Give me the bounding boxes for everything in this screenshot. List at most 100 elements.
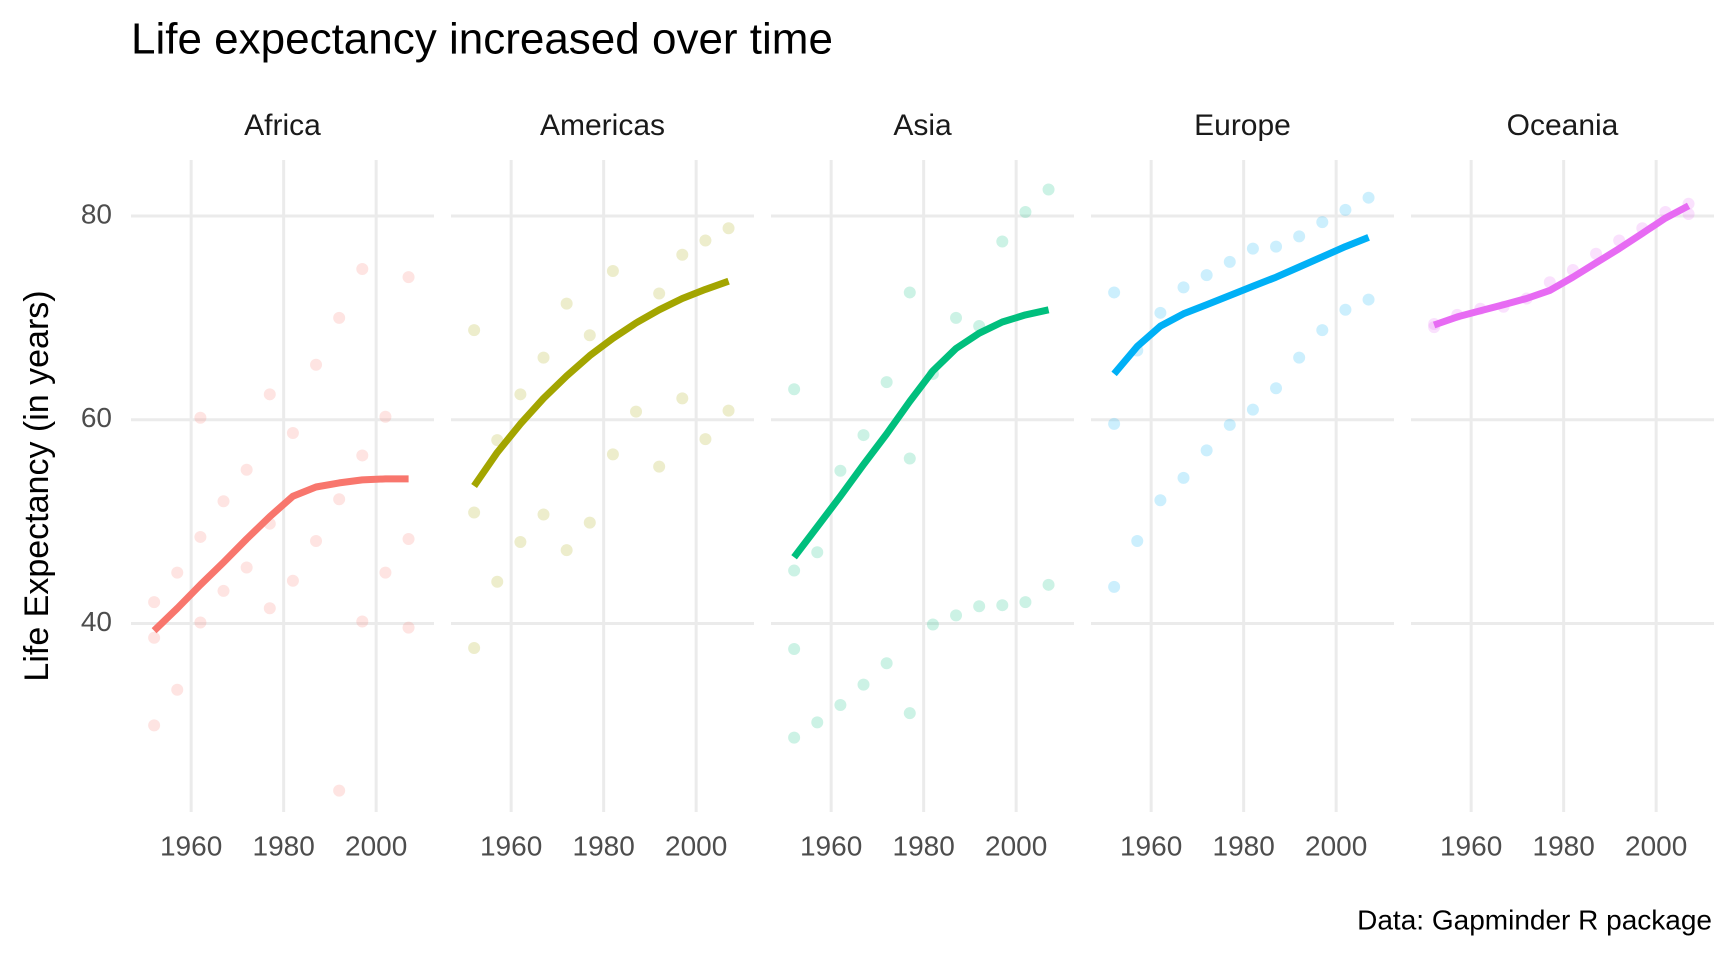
point [217, 495, 230, 508]
y-tick-label: 40 [81, 606, 112, 637]
point [379, 410, 392, 423]
point [1590, 247, 1603, 260]
point [880, 657, 893, 670]
caption: Data: Gapminder R package [1357, 904, 1712, 935]
point [606, 448, 619, 461]
point [996, 235, 1009, 248]
point [1339, 203, 1352, 216]
point [1246, 403, 1259, 416]
point [1108, 580, 1121, 593]
facet-label: Americas [540, 109, 665, 142]
x-tick-label: 1980 [1213, 830, 1275, 861]
point [263, 602, 276, 615]
point [1362, 293, 1375, 306]
point [402, 621, 415, 634]
point [514, 536, 527, 549]
x-tick-label: 1980 [573, 830, 635, 861]
point [973, 600, 986, 613]
x-tick-label: 1960 [800, 830, 862, 861]
point [171, 566, 184, 579]
point [402, 271, 415, 284]
point [834, 699, 847, 712]
point [676, 248, 689, 261]
point [1200, 269, 1213, 282]
point [194, 411, 207, 424]
point [903, 707, 916, 720]
y-axis-label: Life Expectancy (in years) [18, 290, 56, 681]
point [950, 609, 963, 622]
point [1293, 351, 1306, 364]
point [217, 584, 230, 597]
point [811, 716, 824, 729]
point [1316, 216, 1329, 229]
point [1223, 418, 1236, 431]
point [356, 449, 369, 462]
point [1200, 444, 1213, 457]
point [491, 434, 504, 447]
point [310, 358, 323, 371]
point [1154, 306, 1167, 319]
point [857, 678, 870, 691]
point [926, 618, 939, 631]
facet-label: Europe [1194, 109, 1291, 142]
point [880, 376, 893, 389]
facet-label: Oceania [1507, 109, 1619, 142]
point [468, 506, 481, 519]
trend-line [1111, 234, 1370, 377]
point [194, 530, 207, 543]
point [356, 263, 369, 276]
point [560, 544, 573, 557]
point [310, 535, 323, 548]
point [903, 286, 916, 299]
point [286, 574, 299, 587]
x-tick-label: 1960 [1120, 830, 1182, 861]
x-tick-label: 1960 [1440, 830, 1502, 861]
x-tick-label: 2000 [665, 830, 727, 861]
point [286, 427, 299, 440]
trend-line [151, 475, 409, 634]
point [1177, 281, 1190, 294]
point [240, 561, 253, 574]
point [333, 493, 346, 506]
point [903, 452, 916, 465]
trend-line [791, 306, 1050, 560]
x-tick-label: 1980 [1533, 830, 1595, 861]
x-tick-label: 2000 [345, 830, 407, 861]
point [811, 546, 824, 559]
point [1019, 596, 1032, 609]
point [468, 324, 481, 337]
point [240, 463, 253, 476]
point [171, 683, 184, 696]
point [606, 265, 619, 278]
point [1042, 578, 1055, 591]
x-tick-label: 2000 [985, 830, 1047, 861]
x-tick-label: 2000 [1305, 830, 1367, 861]
point [1270, 240, 1283, 253]
point [653, 287, 666, 300]
point [699, 433, 712, 446]
point [1223, 255, 1236, 268]
x-tick-label: 1980 [253, 830, 315, 861]
y-tick-label: 60 [81, 402, 112, 433]
point [148, 719, 161, 732]
point [333, 311, 346, 324]
point [537, 508, 550, 521]
x-tick-label: 1980 [893, 830, 955, 861]
trend-line [471, 277, 730, 488]
trend-line [1432, 202, 1691, 329]
point [491, 575, 504, 588]
point [1293, 230, 1306, 243]
point [583, 329, 596, 342]
point [653, 460, 666, 473]
point [537, 351, 550, 364]
chart-title: Life expectancy increased over time [131, 15, 833, 64]
point [788, 383, 801, 396]
point [1108, 417, 1121, 430]
point [1246, 242, 1259, 255]
point [148, 596, 161, 609]
point [676, 392, 689, 405]
point [722, 404, 735, 417]
point [1177, 471, 1190, 484]
point [699, 234, 712, 247]
point [333, 784, 346, 797]
